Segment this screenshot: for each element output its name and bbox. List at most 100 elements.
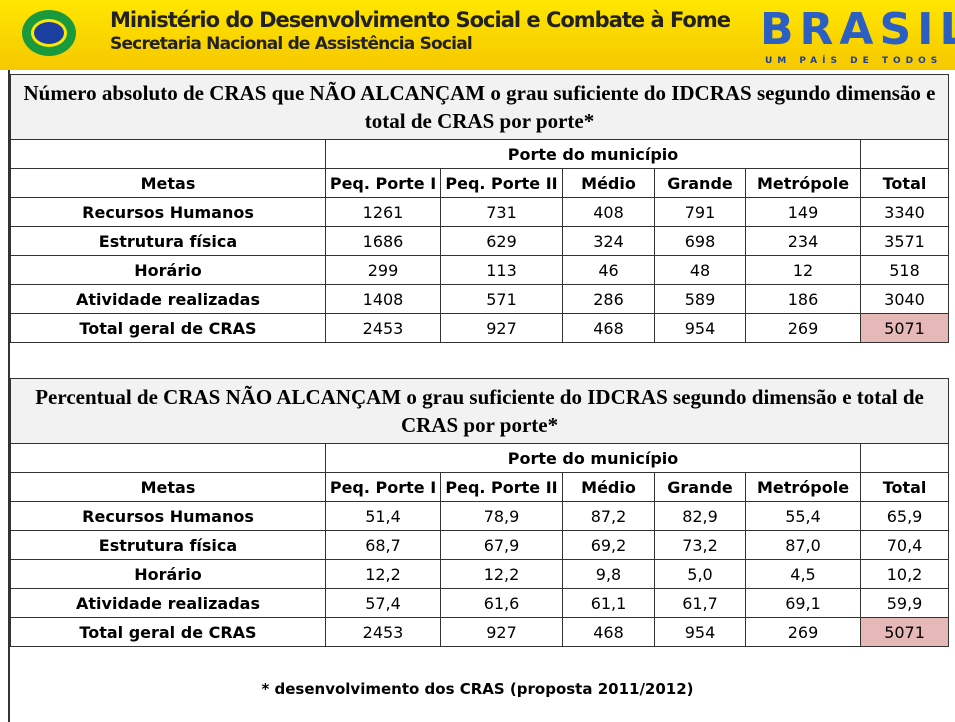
cell: 3040 (860, 284, 949, 314)
cell: 589 (654, 284, 746, 314)
cell: 1261 (325, 197, 441, 227)
cell: 65,9 (859, 501, 950, 531)
row-label: Atividade realizadas (10, 284, 326, 314)
cell: 67,9 (440, 530, 563, 560)
cell: 186 (745, 284, 861, 314)
table-title: Número absoluto de CRAS que NÃO ALCANÇAM… (10, 74, 949, 140)
column-header: Médio (562, 168, 655, 198)
group-header: Porte do município (325, 443, 861, 473)
row-label: Recursos Humanos (10, 197, 326, 227)
cell: 731 (440, 197, 563, 227)
cell: 113 (440, 255, 563, 285)
table: Número absoluto de CRAS que NÃO ALCANÇAM… (10, 74, 949, 343)
footnote: * desenvolvimento dos CRAS (proposta 201… (261, 680, 694, 698)
column-header: Peq. Porte I (325, 168, 441, 198)
header-row: Metas Peq. Porte I Peq. Porte II Médio Grand… (10, 168, 949, 198)
cell: 12,2 (440, 559, 563, 589)
title-row: Percentual de CRAS NÃO ALCANÇAM o grau s… (9, 378, 950, 444)
cell: 61,7 (654, 588, 746, 618)
cell: 2453 (325, 617, 441, 647)
cell: 12,2 (325, 559, 441, 589)
cell: 1408 (325, 284, 441, 314)
frame (8, 70, 955, 722)
column-header: Grande (654, 168, 746, 198)
column-header: Metrópole (745, 472, 861, 502)
column-header: Médio (562, 472, 655, 502)
table: Percentual de CRAS NÃO ALCANÇAM o grau s… (9, 378, 950, 647)
blank (860, 139, 949, 169)
cell: 468 (562, 313, 655, 343)
cell: 269 (745, 313, 861, 343)
column-header: Metas (10, 472, 326, 502)
row: Atividade realizadas 57,4 61,6 61,1 61,7 69,1… (10, 588, 950, 618)
group-row: Porte do município (10, 139, 949, 169)
cell: 698 (654, 226, 746, 256)
row: Horário 12,2 12,2 9,8 5,0 4,5 10,2 (10, 559, 950, 589)
cell: 1686 (325, 226, 441, 256)
cell: 57,4 (325, 588, 441, 618)
ministry: Ministério do Desenvolvimento Social e C… (110, 8, 731, 32)
cell: 87,0 (745, 530, 861, 560)
cell: 68,7 (325, 530, 441, 560)
cell: 3340 (860, 197, 949, 227)
cell: 73,2 (654, 530, 746, 560)
row-label: Atividade realizadas (10, 588, 326, 618)
logo (22, 10, 76, 56)
column-header: Total (859, 472, 950, 502)
banner: Ministério do Desenvolvimento Social e C… (0, 0, 955, 70)
cell: 12 (745, 255, 861, 285)
cell: 4,5 (745, 559, 861, 589)
cell: 82,9 (654, 501, 746, 531)
cell: 299 (325, 255, 441, 285)
blank (10, 139, 326, 169)
brand: BRASIL (760, 4, 955, 55)
cell: 48 (654, 255, 746, 285)
row-label: Total geral de CRAS (10, 313, 326, 343)
row-label: Estrutura física (10, 226, 326, 256)
cell: 3571 (860, 226, 949, 256)
cell: 5,0 (654, 559, 746, 589)
column-header: Metas (10, 168, 326, 198)
row-label: Total geral de CRAS (10, 617, 326, 647)
cell: 9,8 (562, 559, 655, 589)
cell: 234 (745, 226, 861, 256)
blank (859, 443, 950, 473)
cell: 927 (440, 313, 563, 343)
cell: 518 (860, 255, 949, 285)
row-label: Recursos Humanos (10, 501, 326, 531)
cell: 69,1 (745, 588, 861, 618)
column-header: Grande (654, 472, 746, 502)
blank (10, 443, 326, 473)
group-header: Porte do município (325, 139, 861, 169)
cell: 78,9 (440, 501, 563, 531)
cell: 69,2 (562, 530, 655, 560)
cell: 61,6 (440, 588, 563, 618)
cell: 55,4 (745, 501, 861, 531)
title-row: Número absoluto de CRAS que NÃO ALCANÇAM… (10, 74, 949, 140)
cell: 571 (440, 284, 563, 314)
cell: 629 (440, 226, 563, 256)
cell: 87,2 (562, 501, 655, 531)
row: Estrutura física 1686 629 324 698 234 3571 (10, 226, 949, 256)
cell: 468 (562, 617, 655, 647)
secretariat: Secretaria Nacional de Assistência Socia… (110, 34, 473, 54)
cell: 59,9 (859, 588, 950, 618)
cell: 408 (562, 197, 655, 227)
cell: 10,2 (859, 559, 950, 589)
column-header: Peq. Porte II (440, 472, 563, 502)
row: Estrutura física 68,7 67,9 69,2 73,2 87,0 70,4 (10, 530, 950, 560)
cell: 5071 (859, 617, 950, 647)
cell: 791 (654, 197, 746, 227)
cell: 70,4 (859, 530, 950, 560)
column-header: Peq. Porte II (440, 168, 563, 198)
cell: 954 (654, 617, 746, 647)
row: Recursos Humanos 51,4 78,9 87,2 82,9 55,4 65,9 (10, 501, 950, 531)
cell: 927 (440, 617, 563, 647)
row-label: Horário (10, 559, 326, 589)
slogan: UM PAÍS DE TODOS (765, 56, 943, 66)
group-row: Porte do município (10, 443, 950, 473)
row: Total geral de CRAS 2453 927 468 954 269 5071 (10, 617, 950, 647)
cell: 324 (562, 226, 655, 256)
row: Total geral de CRAS 2453 927 468 954 269 5071 (10, 313, 949, 343)
